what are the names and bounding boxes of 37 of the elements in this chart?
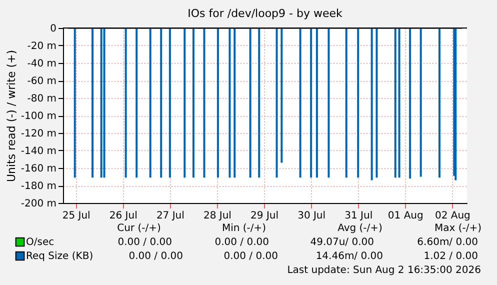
text: Max (-/+)	[434, 223, 482, 234]
y-tick-label: -100 m	[20, 111, 56, 122]
text: 0.00 / 0.00	[118, 237, 172, 248]
y-axis-title: Units read (-) / write (+)	[4, 50, 18, 182]
x-tick-label: 01 Aug	[388, 210, 424, 222]
x-tick-label: 25 Jul	[62, 210, 90, 222]
y-tick-label: -80 m	[27, 94, 56, 104]
x-tick-label: 28 Jul	[203, 210, 232, 222]
x-tick-label: 26 Jul	[109, 210, 138, 222]
text: Min (-/+)	[222, 223, 266, 234]
x-tick-label: 30 Jul	[298, 210, 326, 222]
y-tick-label: -20 m	[27, 41, 56, 52]
text: 6.60m/ 0.00	[417, 237, 478, 248]
x-tick-label: 02 Aug	[434, 210, 470, 222]
y-tick-label: -180 m	[20, 181, 56, 192]
text: 49.07u/ 0.00	[310, 237, 374, 248]
x-tick-label: 29 Jul	[250, 210, 279, 222]
text: 0.00 / 0.00	[224, 251, 278, 262]
y-tick-label: -120 m	[20, 128, 56, 140]
text: Last update: Sun Aug 2 16:35:00 2026	[287, 265, 481, 276]
y-tick-label: -60 m	[27, 76, 56, 87]
text: Cur (-/+)	[117, 223, 161, 234]
x-tick-label: 31 Jul	[344, 210, 373, 222]
legend-label: O/sec	[26, 237, 54, 248]
text: 1.02 / 0.00	[424, 251, 478, 262]
y-tick-label: -140 m	[20, 146, 56, 157]
x-tick-label: 27 Jul	[156, 210, 184, 222]
y-tick-label: -200 m	[20, 198, 56, 210]
legend-label: Req Size (KB)	[26, 251, 94, 262]
chart-title: IOs for /dev/loop9 - by week	[188, 7, 344, 20]
text: 0.00 / 0.00	[128, 251, 183, 262]
y-tick-label: -40 m	[27, 58, 56, 70]
text: 14.46m/ 0.00	[316, 251, 383, 262]
text: Avg (-/+)	[338, 223, 383, 234]
y-tick-label: 0	[50, 24, 56, 34]
y-tick-label: -160 m	[20, 164, 56, 174]
text: 0.00 / 0.00	[214, 237, 269, 248]
